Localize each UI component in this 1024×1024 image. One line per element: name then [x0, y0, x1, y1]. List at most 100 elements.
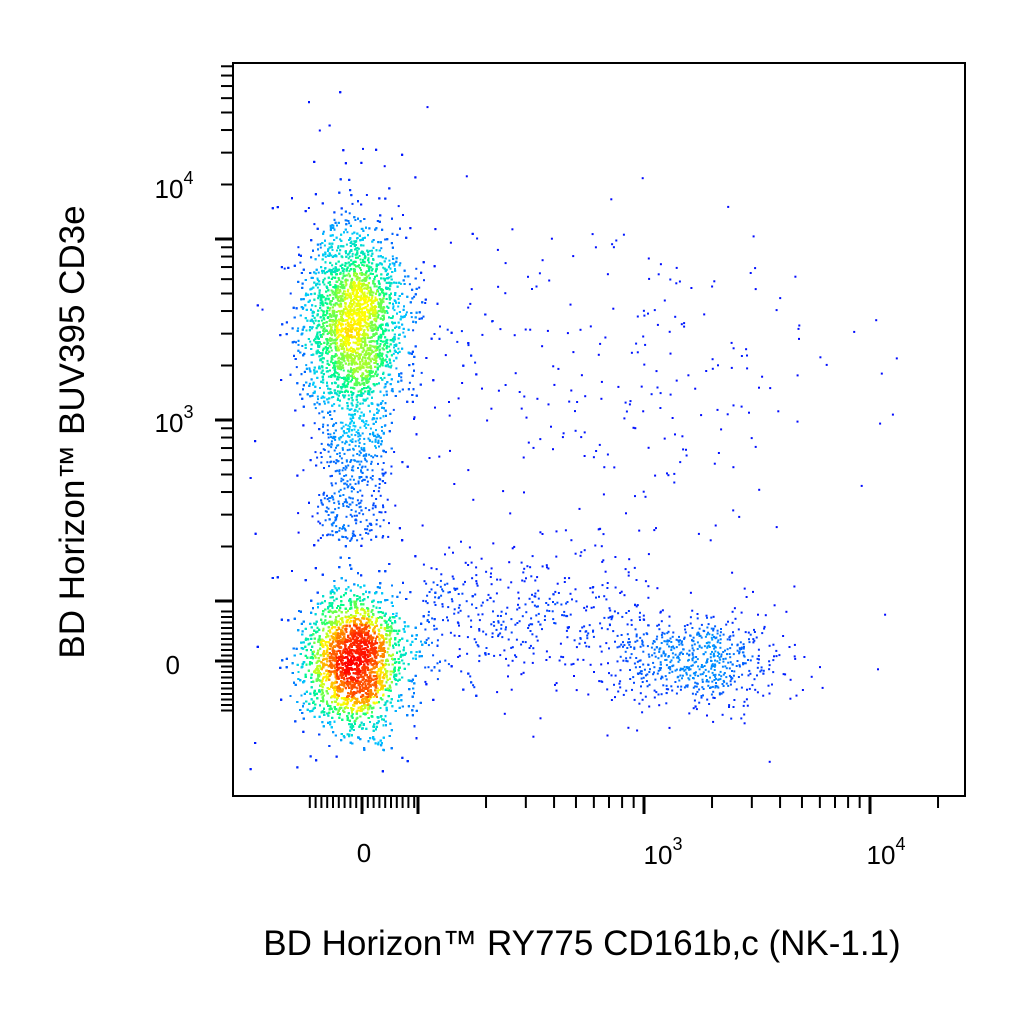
event-dot: [623, 644, 626, 647]
event-dot: [369, 476, 372, 479]
event-dot: [332, 226, 335, 229]
event-dot: [343, 736, 346, 739]
event-dot: [754, 288, 757, 291]
event-dot: [459, 609, 462, 612]
event-dot: [283, 267, 286, 270]
event-dot: [617, 690, 620, 693]
event-dot: [280, 618, 283, 621]
event-dot: [422, 599, 425, 602]
event-dot: [470, 354, 473, 357]
event-dot: [339, 494, 342, 497]
event-dot: [471, 595, 474, 598]
event-dot: [430, 337, 433, 340]
event-dot: [363, 454, 366, 457]
event-dot: [261, 308, 264, 311]
event-dot: [316, 279, 319, 282]
event-dot: [411, 634, 414, 637]
event-dot: [673, 481, 676, 484]
event-dot: [392, 340, 395, 343]
event-dot: [467, 344, 470, 347]
event-dot: [350, 537, 353, 540]
event-dot: [702, 629, 705, 632]
event-dot: [348, 557, 351, 559]
event-dot: [374, 445, 377, 448]
event-dot: [665, 658, 668, 661]
event-dot: [736, 644, 739, 647]
event-dot: [561, 614, 564, 617]
event-dot: [659, 611, 662, 614]
event-dot: [300, 272, 303, 274]
event-dot: [647, 257, 650, 260]
event-dot: [391, 271, 394, 273]
event-dot: [376, 725, 378, 728]
event-dot: [304, 343, 307, 346]
event-dot: [307, 338, 310, 340]
event-dot: [758, 386, 760, 389]
event-dot: [659, 392, 662, 395]
event-dot: [710, 693, 713, 696]
event-dot: [499, 632, 502, 635]
event-dot: [368, 453, 371, 456]
event-dot: [732, 631, 734, 634]
event-dot: [662, 650, 665, 653]
event-dot: [384, 599, 387, 602]
event-dot: [732, 674, 735, 677]
event-dot: [343, 527, 346, 530]
event-dot: [344, 579, 347, 582]
event-dot: [334, 734, 337, 737]
event-dot: [700, 695, 703, 697]
event-dot: [327, 514, 330, 516]
event-dot: [614, 640, 616, 643]
event-dot: [668, 330, 671, 333]
event-dot: [339, 436, 342, 439]
event-dot: [342, 478, 345, 481]
event-dot: [715, 677, 717, 680]
event-dot: [315, 283, 318, 286]
event-dot: [308, 702, 311, 705]
event-dot: [345, 515, 348, 518]
event-dot: [740, 611, 743, 614]
event-dot: [349, 497, 352, 500]
event-dot: [478, 629, 481, 632]
event-dot: [403, 646, 405, 649]
event-dot: [337, 538, 340, 541]
event-dot: [589, 663, 592, 666]
event-dot: [285, 657, 288, 660]
event-dot: [421, 524, 424, 527]
event-dot: [652, 640, 655, 642]
event-dot: [341, 441, 344, 444]
event-dot: [514, 623, 517, 626]
event-dot: [342, 526, 345, 529]
event-dot: [675, 668, 678, 671]
event-dot: [475, 582, 478, 585]
event-dot: [704, 635, 707, 638]
event-dot: [653, 689, 656, 692]
event-dot: [728, 653, 731, 655]
event-dot: [628, 641, 631, 644]
event-dot: [328, 397, 331, 400]
event-dot: [324, 239, 326, 242]
event-dot: [669, 668, 672, 671]
event-dot: [527, 441, 530, 444]
event-dot: [504, 262, 507, 265]
event-dot: [624, 401, 627, 404]
event-dot: [537, 589, 540, 592]
event-dot: [688, 712, 691, 715]
event-dot: [400, 694, 403, 697]
event-dot: [391, 595, 394, 598]
event-dot: [703, 665, 706, 667]
event-dot: [584, 630, 587, 633]
event-dot: [467, 306, 470, 309]
event-dot: [689, 616, 692, 619]
event-dot: [653, 666, 656, 669]
event-dot: [330, 726, 333, 729]
event-dot: [768, 760, 771, 763]
event-dot: [398, 264, 401, 267]
event-dot: [625, 410, 628, 413]
event-dot: [640, 672, 643, 675]
event-dot: [538, 272, 541, 275]
event-dot: [706, 616, 708, 619]
event-dot: [452, 551, 454, 554]
event-dot: [333, 720, 336, 723]
event-dot: [714, 524, 717, 527]
